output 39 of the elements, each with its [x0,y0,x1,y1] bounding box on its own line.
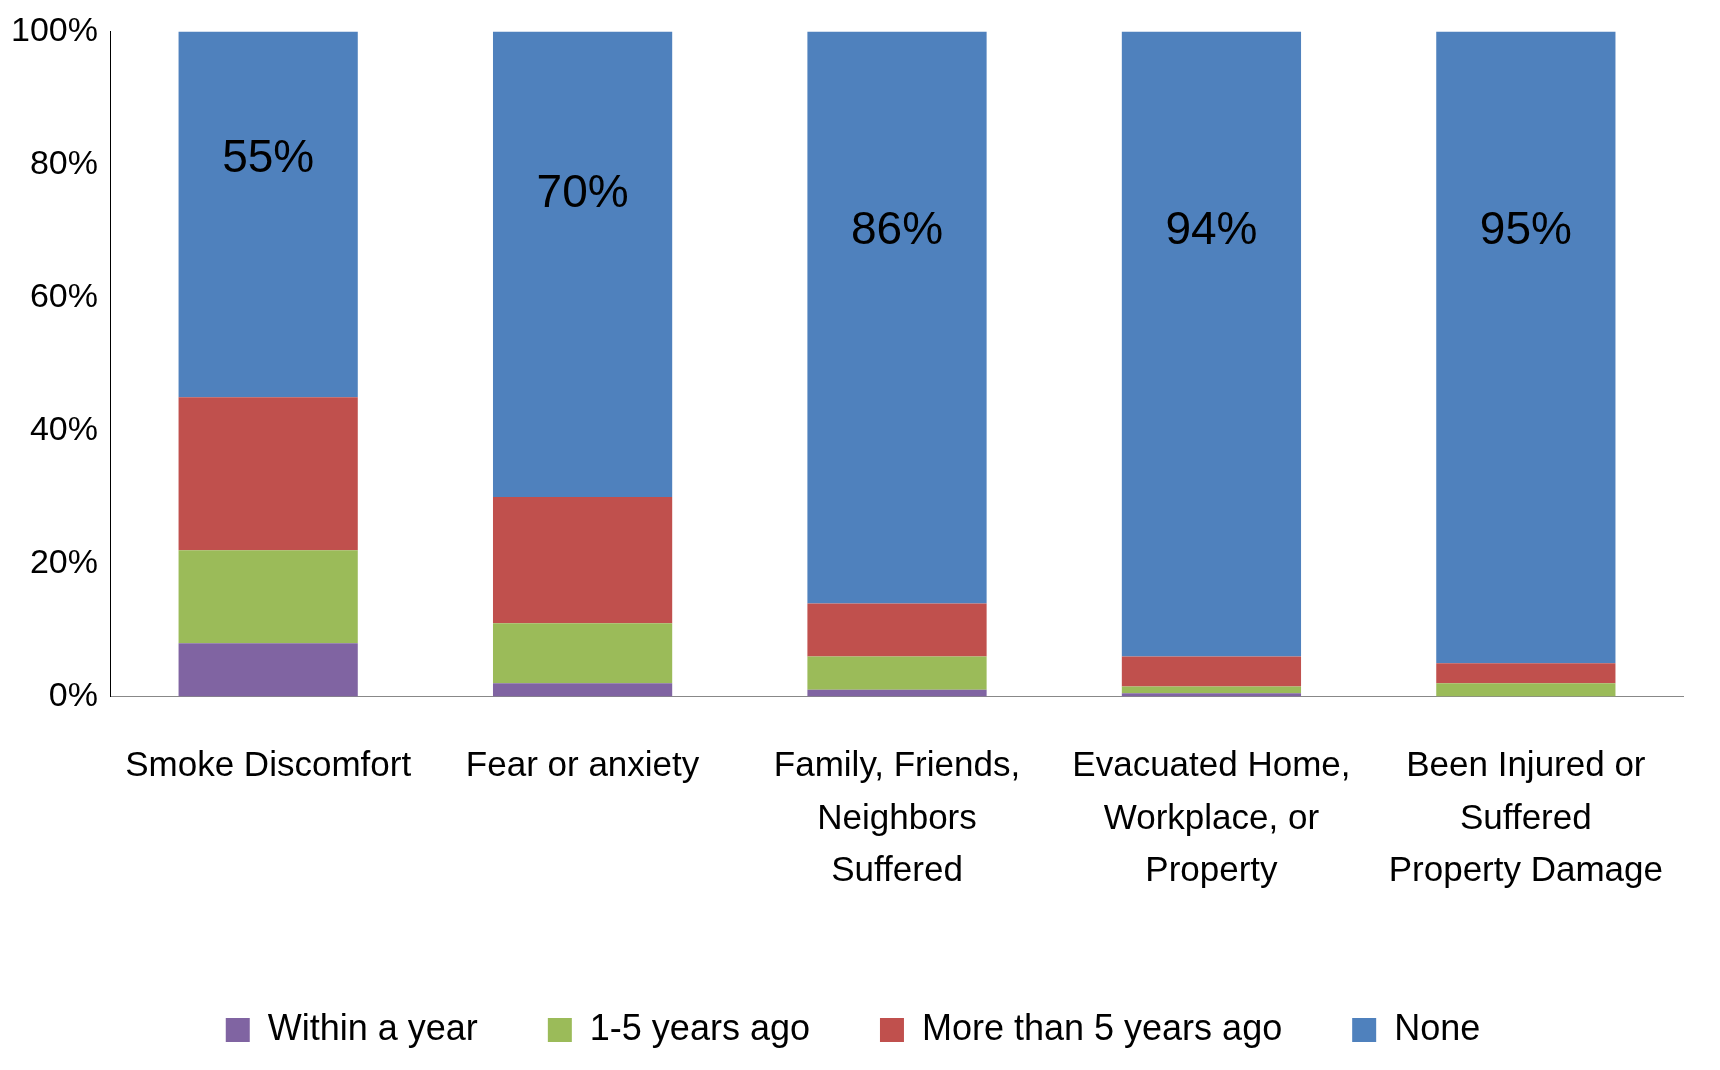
bar [1121,693,1302,697]
bar [807,603,987,657]
bar [807,31,987,604]
data-label: 86% [850,202,944,255]
y-tick-label: 0% [48,674,98,713]
bar [807,689,987,697]
bar [1121,31,1302,657]
bar [492,623,673,684]
data-label: 94% [1165,202,1258,255]
x-tick-label: Evacuated Home, Workplace, or Property [1072,744,1351,889]
y-tick-label: 20% [29,541,98,580]
bar [178,397,358,551]
legend-label: None [1394,1006,1481,1048]
x-tick-label: Smoke Discomfort [125,744,412,784]
legend-label: 1-5 years ago [589,1006,810,1048]
bar [807,656,987,690]
data-label: 70% [536,165,629,218]
y-tick-label: 60% [29,275,98,314]
bar [492,31,673,497]
x-tick-label: Been Injured or Suffered Property Damage [1388,744,1663,889]
x-tick-label: Fear or anxiety [465,744,700,784]
data-label: 95% [1479,202,1572,255]
y-tick-label: 100% [10,9,98,48]
bar [492,683,673,697]
legend-label: Within a year [267,1006,478,1048]
legend-label: More than 5 years ago [921,1006,1283,1048]
y-tick-label: 40% [29,408,98,447]
bar [1436,663,1616,684]
bar [1436,31,1616,664]
bar [492,496,673,624]
bar [1121,686,1302,694]
y-tick-label: 80% [29,142,98,181]
bar [178,31,358,398]
data-label: 55% [222,130,315,183]
bar [178,643,358,697]
x-tick-label: Family, Friends, Neighbors Suffered [773,744,1021,889]
bar [178,550,358,644]
bar [1121,656,1302,687]
bar [1436,683,1616,697]
